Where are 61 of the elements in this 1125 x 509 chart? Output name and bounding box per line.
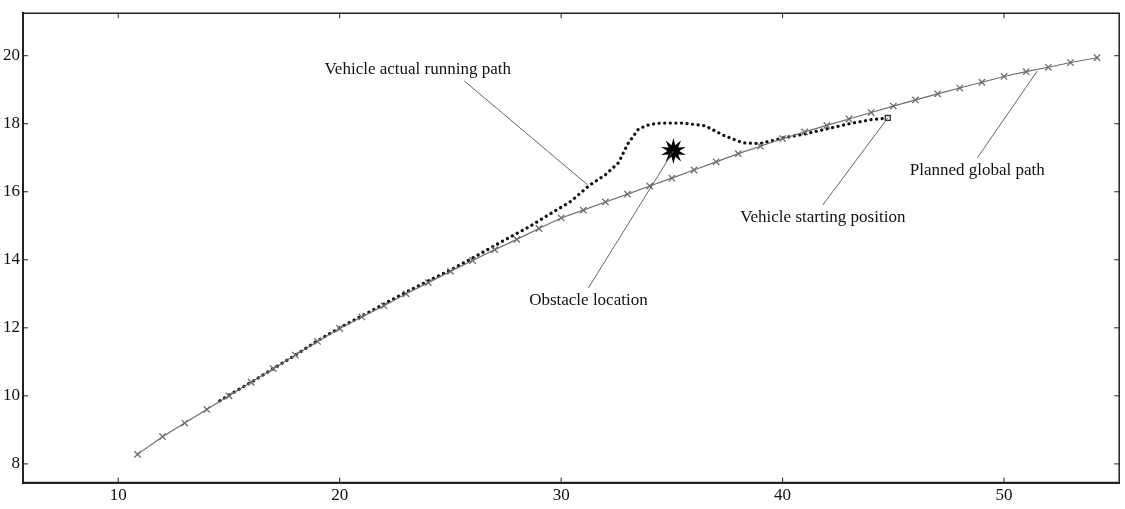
y-tick-label: 8 bbox=[11, 453, 20, 473]
annotation: Planned global path bbox=[909, 160, 1046, 180]
point bbox=[955, 84, 964, 92]
x-tick-label: 20 bbox=[331, 485, 349, 505]
point bbox=[778, 134, 787, 143]
annotation: Vehicle starting position bbox=[740, 207, 906, 227]
point bbox=[291, 351, 300, 359]
y-tick-label: 12 bbox=[3, 317, 20, 337]
point bbox=[335, 324, 344, 333]
y-tick-label: 14 bbox=[3, 249, 21, 269]
point bbox=[845, 115, 853, 123]
point bbox=[1022, 67, 1031, 76]
point bbox=[180, 419, 189, 427]
point bbox=[380, 301, 388, 310]
point bbox=[690, 166, 698, 174]
point bbox=[557, 214, 565, 222]
point bbox=[202, 405, 211, 414]
point bbox=[1066, 58, 1075, 67]
point bbox=[623, 190, 632, 198]
point bbox=[668, 174, 676, 182]
point bbox=[867, 108, 875, 117]
point bbox=[313, 337, 322, 346]
y-tick-label: 10 bbox=[3, 385, 20, 405]
point bbox=[933, 89, 942, 98]
y-tick-label: 16 bbox=[3, 181, 20, 201]
point bbox=[645, 182, 654, 190]
x-tick-label: 50 bbox=[995, 485, 1013, 505]
point bbox=[357, 313, 366, 321]
point bbox=[402, 289, 410, 298]
point bbox=[756, 142, 765, 151]
point bbox=[468, 256, 477, 265]
annotation: Obstacle location bbox=[529, 290, 649, 310]
point bbox=[978, 78, 986, 87]
point bbox=[1044, 63, 1053, 72]
point bbox=[446, 267, 455, 276]
y-tick-label: 18 bbox=[3, 113, 20, 133]
point bbox=[579, 206, 588, 214]
point bbox=[911, 96, 920, 104]
point bbox=[601, 198, 610, 206]
point bbox=[661, 137, 686, 164]
point bbox=[158, 432, 167, 441]
point bbox=[490, 245, 499, 254]
x-tick-label: 10 bbox=[109, 485, 127, 505]
y-tick-label: 20 bbox=[3, 45, 20, 65]
point bbox=[133, 450, 142, 459]
annotation: Vehicle actual running path bbox=[324, 59, 512, 79]
point bbox=[889, 102, 898, 110]
x-tick-label: 30 bbox=[552, 485, 570, 505]
point bbox=[535, 224, 543, 233]
point bbox=[225, 392, 233, 400]
point bbox=[823, 121, 831, 130]
point bbox=[247, 378, 255, 387]
point bbox=[269, 364, 278, 373]
point bbox=[800, 128, 809, 136]
x-tick-label: 40 bbox=[774, 485, 792, 505]
point bbox=[712, 158, 720, 166]
point bbox=[734, 149, 743, 158]
point bbox=[424, 278, 433, 287]
point bbox=[1093, 53, 1101, 62]
point bbox=[1000, 72, 1008, 81]
point bbox=[513, 235, 521, 244]
